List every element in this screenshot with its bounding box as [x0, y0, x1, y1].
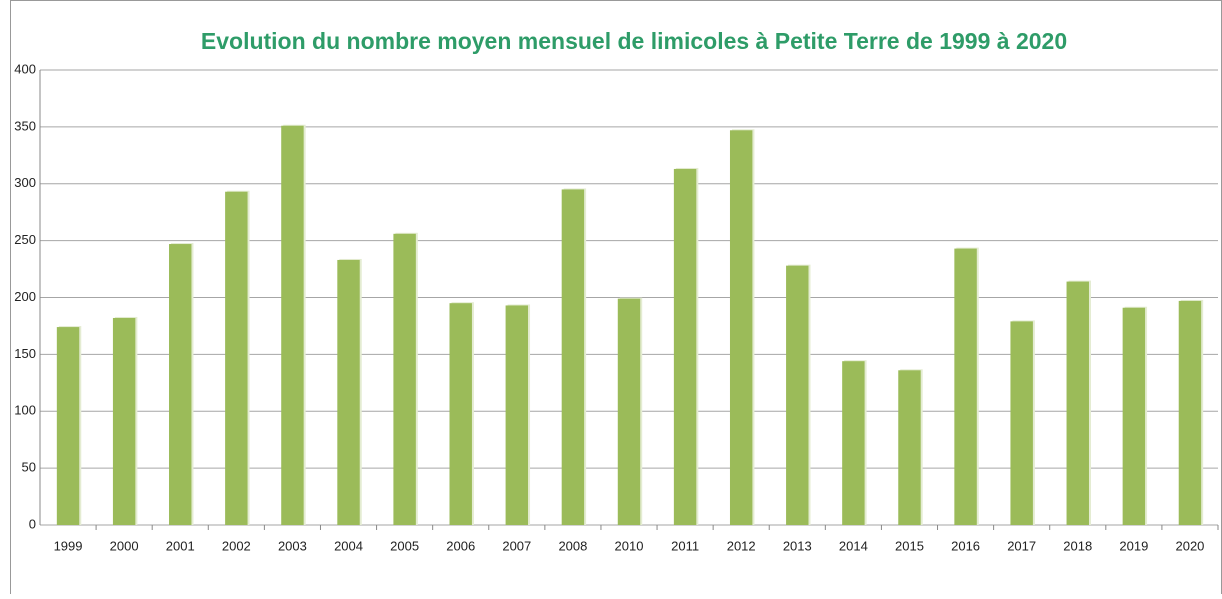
x-tick-label: 2007	[502, 538, 531, 553]
x-tick-label: 2015	[895, 538, 924, 553]
bar	[1122, 307, 1146, 525]
x-tick-label: 2010	[615, 538, 644, 553]
x-tick-label: 2002	[222, 538, 251, 553]
x-tick-label: 2008	[558, 538, 587, 553]
y-tick-label: 50	[22, 460, 36, 475]
x-tick-label: 2006	[446, 538, 475, 553]
y-tick-label: 200	[14, 289, 36, 304]
x-tick-label: 2001	[166, 538, 195, 553]
bar	[1066, 281, 1089, 525]
x-tick-label: 2013	[783, 538, 812, 553]
x-tick-label: 2018	[1063, 538, 1092, 553]
bar	[1010, 321, 1033, 525]
x-tick-label: 2014	[839, 538, 868, 553]
x-tick-label: 2017	[1007, 538, 1036, 553]
bar	[729, 130, 753, 525]
bar	[449, 303, 472, 525]
bar	[337, 259, 360, 525]
bar	[169, 244, 192, 525]
bar	[505, 305, 529, 525]
x-tick-label: 2005	[390, 538, 419, 553]
x-tick-label: 2003	[278, 538, 307, 553]
x-tick-label: 2019	[1119, 538, 1148, 553]
bar	[1178, 300, 1202, 525]
y-tick-label: 150	[14, 346, 36, 361]
x-tick-label: 2012	[727, 538, 756, 553]
bar	[561, 189, 585, 525]
y-tick-label: 300	[14, 175, 36, 190]
y-tick-label: 100	[14, 403, 36, 418]
y-tick-label: 400	[14, 61, 36, 76]
x-tick-label: 2020	[1175, 538, 1204, 553]
bar	[393, 233, 416, 526]
bar	[842, 361, 865, 525]
y-tick-label: 250	[14, 232, 36, 247]
chart-title: Evolution du nombre moyen mensuel de lim…	[201, 28, 1067, 54]
bar	[281, 125, 304, 526]
x-tick-label: 2011	[671, 538, 699, 553]
x-tick-label: 2004	[334, 538, 363, 553]
x-tick-label: 1999	[54, 538, 83, 553]
bar	[786, 265, 809, 525]
y-tick-label: 0	[29, 516, 36, 531]
bar	[898, 370, 921, 525]
x-tick-label: 2016	[951, 538, 980, 553]
bar	[112, 317, 136, 525]
y-tick-label: 350	[14, 118, 36, 133]
bar	[225, 191, 248, 525]
bar	[617, 298, 641, 525]
bar	[954, 248, 977, 525]
bar	[673, 168, 697, 525]
bar	[56, 327, 80, 525]
x-tick-label: 2000	[110, 538, 139, 553]
